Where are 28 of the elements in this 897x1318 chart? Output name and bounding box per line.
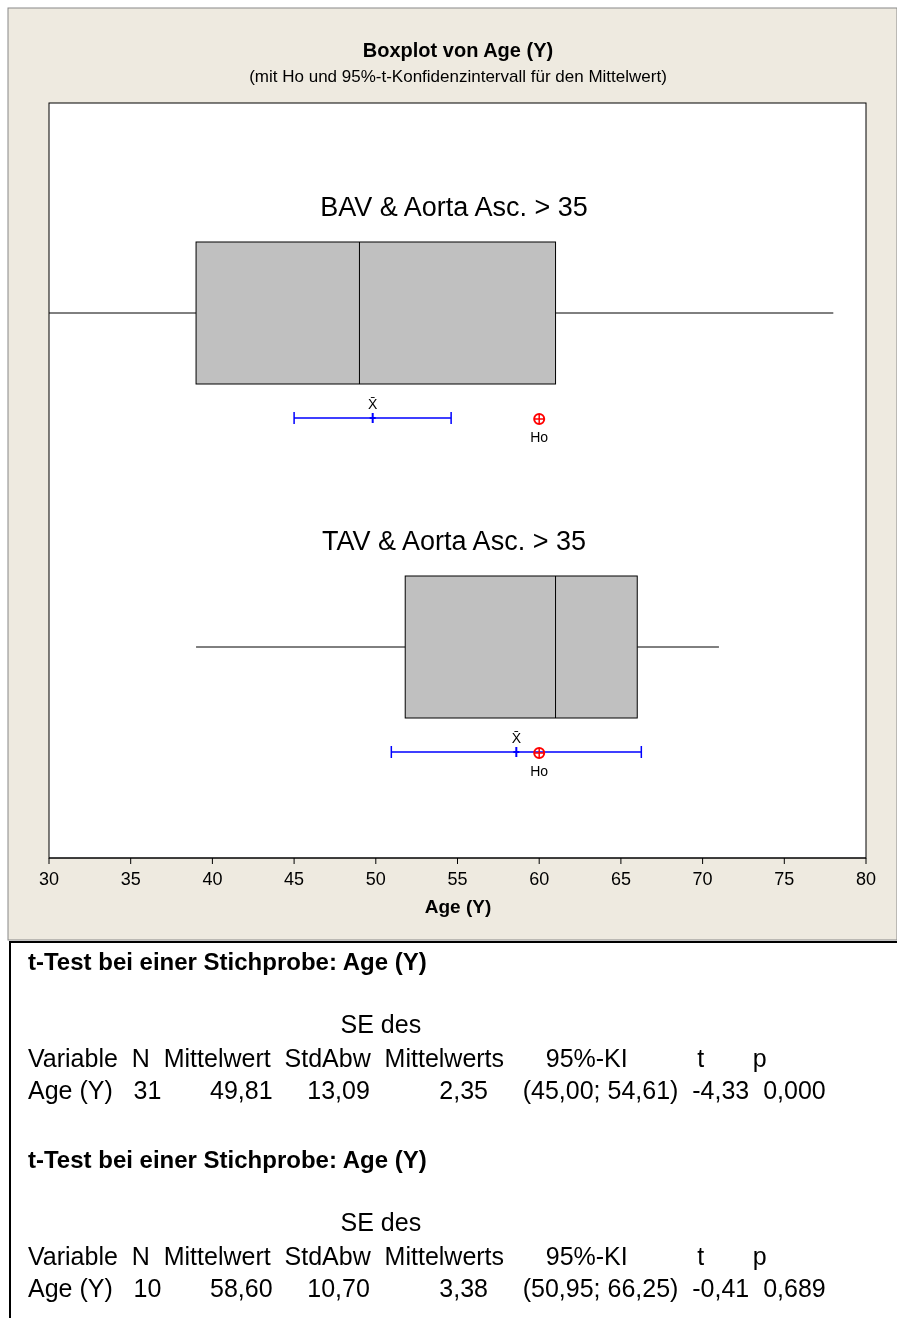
x-tick-label: 80: [855, 869, 877, 889]
x-tick-label: 65: [610, 869, 631, 889]
x-tick-label: 55: [447, 869, 468, 889]
text: Variable N Mittelwert StdAbw Mittelwerts 95%-KI t p: [28, 1044, 767, 1072]
chart-subtitle: (mit Ho und 95%-t-Konfidenzintervall für den Mittelwert): [249, 67, 667, 86]
x-tick-label: 70: [692, 869, 713, 889]
chart-title: Boxplot von Age (Y): [362, 39, 554, 61]
text: Age (Y) 10 58,60 10,70 3,38 (50,95; 66,25) -0,41 0,689: [28, 1274, 826, 1302]
x-tick-label: 75: [774, 869, 795, 889]
text: t-Test bei einer Stichprobe: Age (Y): [28, 1146, 427, 1173]
text: Age (Y) 31 49,81 13,09 2,35 (45,00; 54,61) -4,33 0,000: [28, 1076, 826, 1104]
text: Ho: [530, 763, 549, 779]
x-tick-label: 30: [38, 869, 60, 889]
y-tick-label: BAV & Aorta Asc. > 35: [320, 192, 588, 222]
x-tick-label: 45: [284, 869, 305, 889]
text: SE des: [28, 1010, 422, 1038]
y-tick-label: TAV & Aorta Asc. > 35: [322, 526, 586, 556]
x-tick-label: 35: [120, 869, 141, 889]
text: SE des: [28, 1208, 422, 1236]
x-axis-title: Age (Y): [424, 896, 492, 917]
series-label: Ho: [530, 429, 549, 445]
x-tick-label: 40: [202, 869, 223, 889]
text: t-Test bei einer Stichprobe: Age (Y): [28, 948, 427, 975]
text: Variable N Mittelwert StdAbw Mittelwerts 95%-KI t p: [28, 1242, 767, 1270]
x-tick-label: 60: [529, 869, 550, 889]
text: X̄: [511, 730, 521, 746]
series-label: X̄: [368, 396, 379, 412]
x-tick-label: 50: [365, 869, 386, 889]
